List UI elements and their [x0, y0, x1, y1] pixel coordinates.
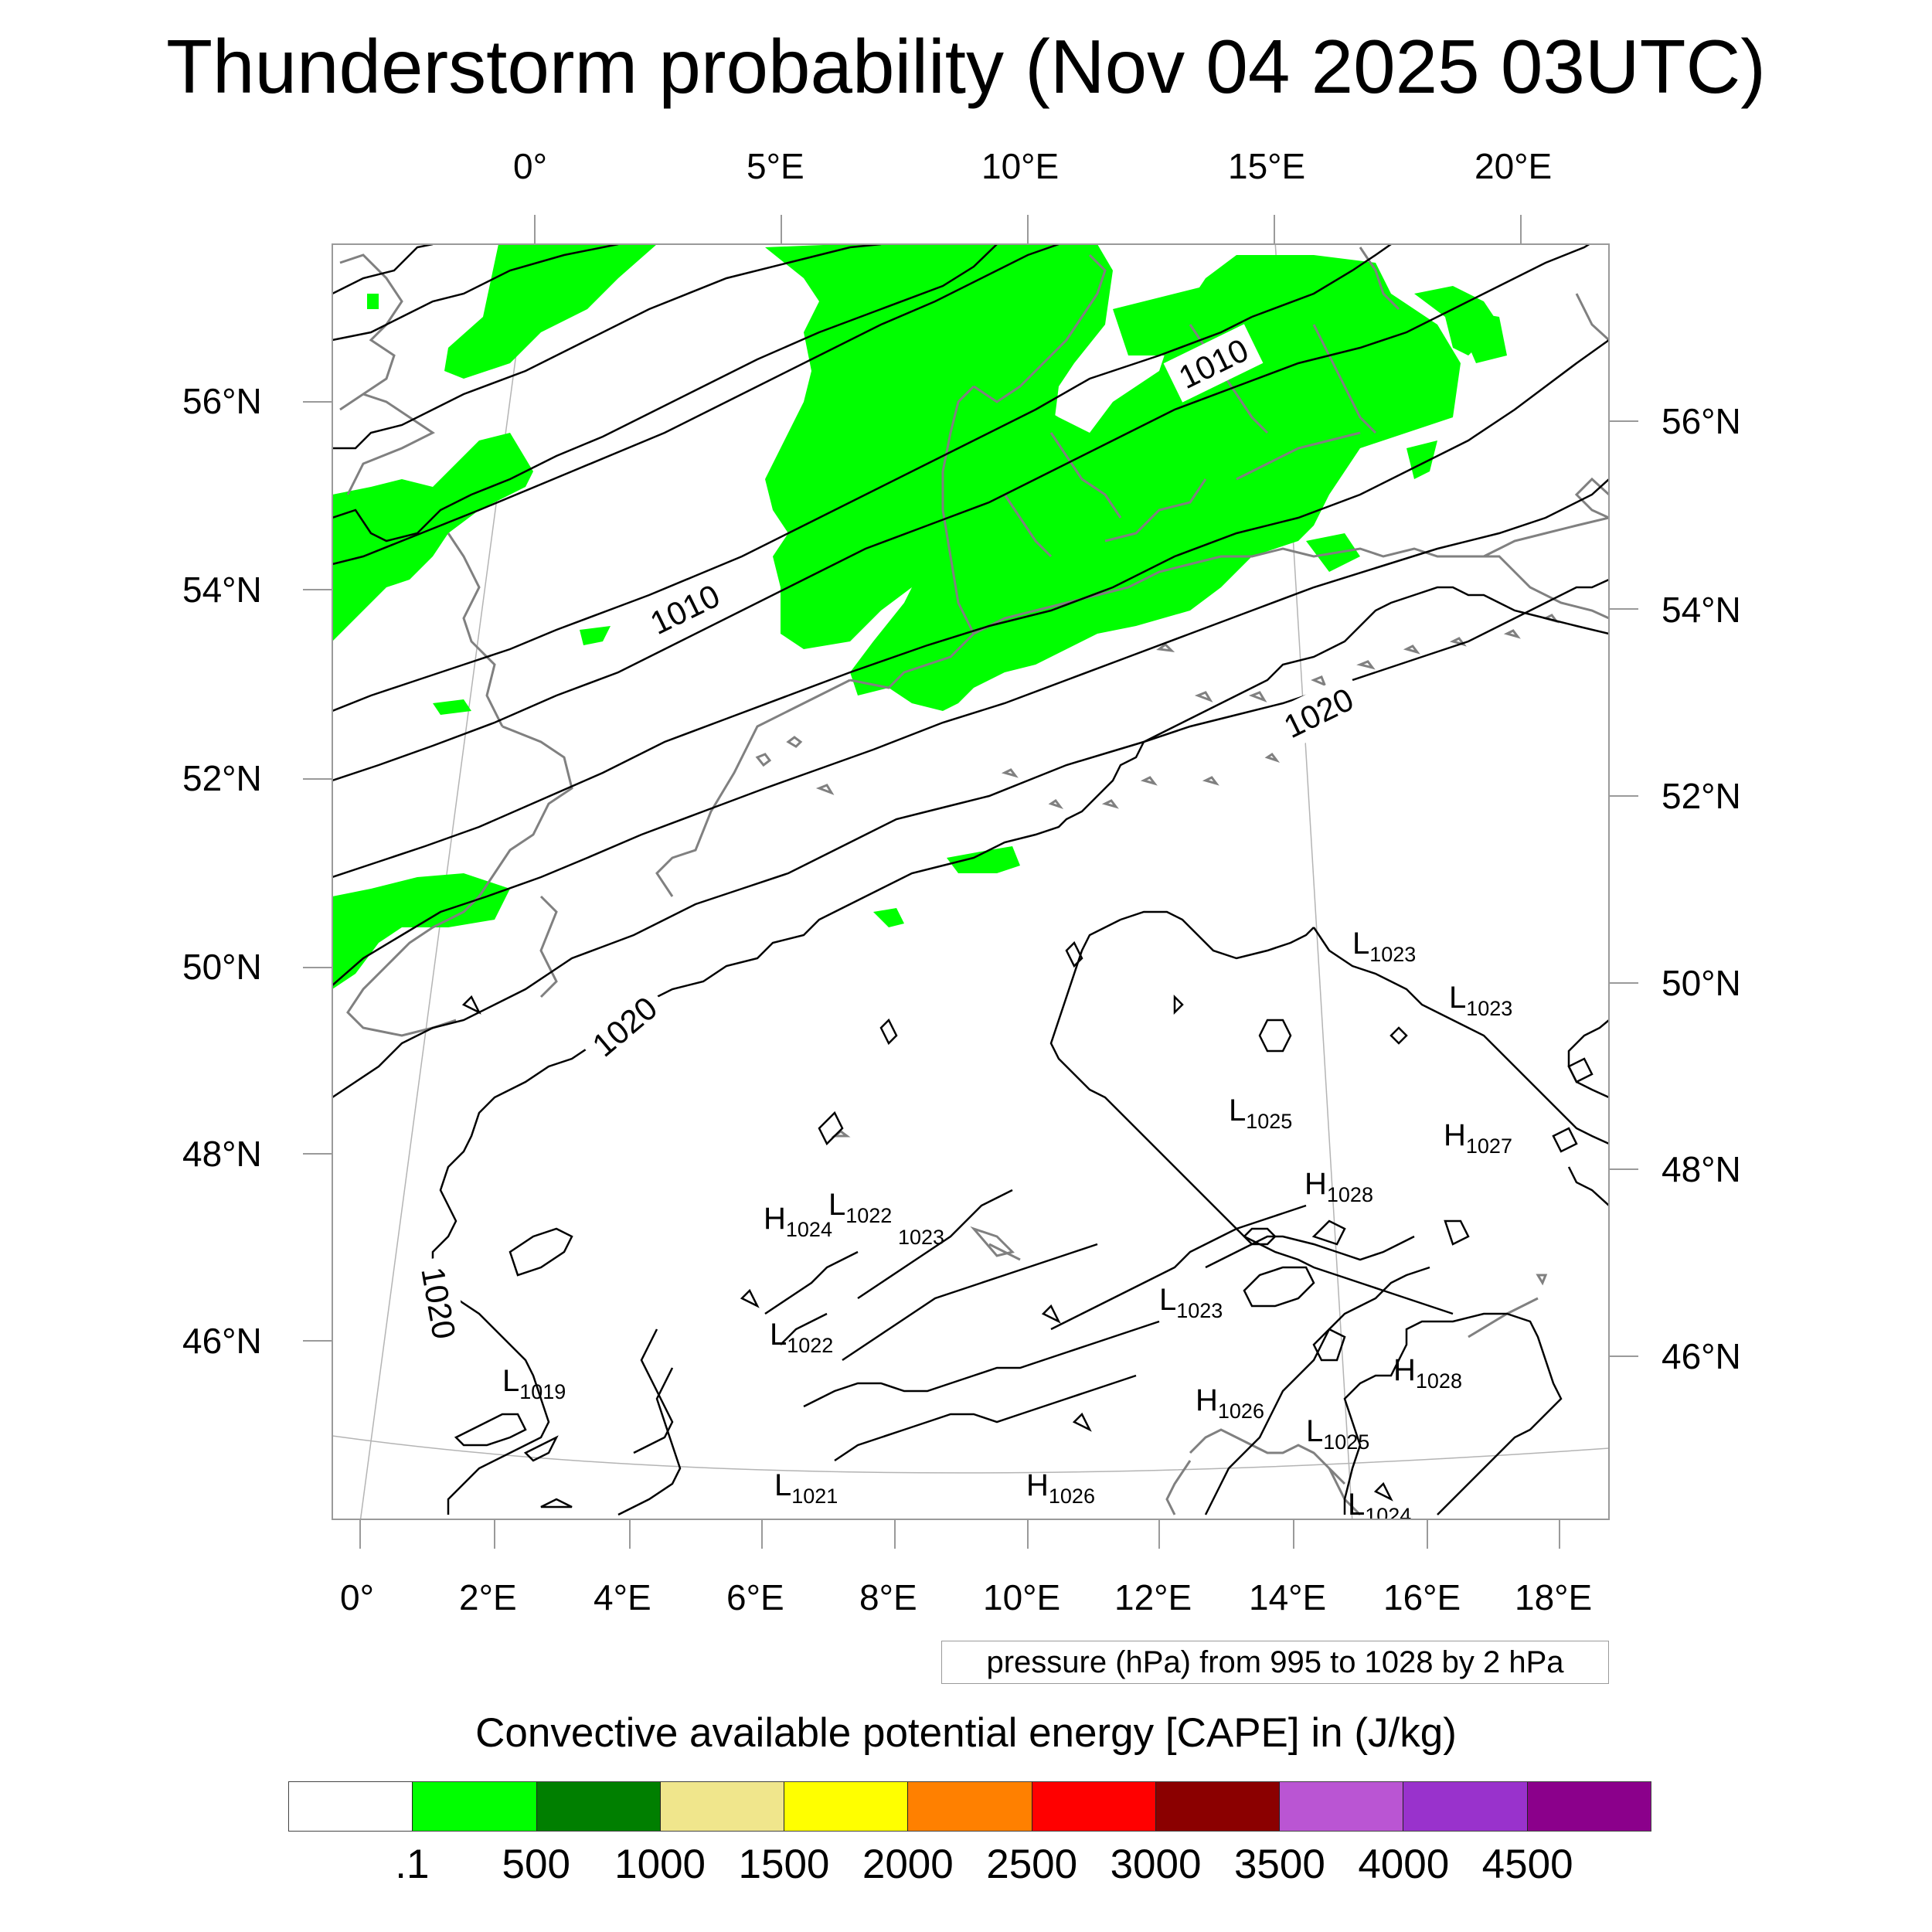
bottom-longitude-label: 4°E — [594, 1577, 651, 1617]
colorbar-swatch — [288, 1781, 413, 1832]
colorbar-tick-label: 1500 — [738, 1842, 830, 1887]
colorbar-tick-label: 2500 — [986, 1842, 1078, 1887]
pressure-center: L1025 — [1306, 1414, 1369, 1454]
page-title: Thunderstorm probability (Nov 04 2025 03… — [166, 24, 1766, 109]
colorbar-tick-label: 4500 — [1481, 1842, 1573, 1887]
bottom-longitude-label: 16°E — [1383, 1577, 1461, 1617]
tick-marks — [303, 215, 1638, 1549]
colorbar-swatch — [1403, 1781, 1528, 1832]
pressure-center: H1028 — [1304, 1167, 1373, 1206]
left-latitude-label: 56°N — [182, 381, 262, 421]
colorbar-swatch — [660, 1781, 785, 1832]
colorbar-swatch — [413, 1781, 537, 1832]
colorbar-swatch — [1527, 1781, 1651, 1832]
pressure-center: H1024 — [764, 1202, 832, 1241]
right-latitude-label: 50°N — [1662, 963, 1741, 1003]
pressure-center: H1026 — [1026, 1468, 1095, 1508]
right-latitude-label: 48°N — [1662, 1149, 1741, 1189]
pressure-center: L1023 — [1449, 981, 1512, 1020]
left-latitude-label: 48°N — [182, 1134, 262, 1174]
pressure-center: L1022 — [770, 1318, 833, 1357]
colorbar-tick-label: 4000 — [1358, 1842, 1450, 1887]
right-latitude-label: 52°N — [1662, 776, 1741, 816]
pressure-center: L1022 — [828, 1188, 892, 1227]
pressure-info-box: pressure (hPa) from 995 to 1028 by 2 hPa — [941, 1641, 1609, 1684]
isobar-labels: 1010 1010 1020 1020 1020 — [410, 324, 1369, 1351]
colorbar-swatch — [1280, 1781, 1404, 1832]
colorbar-swatch — [784, 1781, 909, 1832]
bottom-longitude-label: 2°E — [459, 1577, 517, 1617]
isobars — [332, 244, 1609, 1516]
pressure-centers: L1023 L1023 L1025 H1027 H1028 H1024 L102… — [502, 927, 1512, 1527]
colorbar-tick-label: .1 — [395, 1842, 430, 1887]
bottom-longitude-label: 10°E — [983, 1577, 1061, 1617]
lakes-and-islands — [755, 614, 1560, 1286]
pressure-center: L1023 — [1159, 1283, 1223, 1322]
right-latitude-label: 56°N — [1662, 401, 1741, 441]
pressure-center: L1023 — [1352, 927, 1416, 966]
left-latitude-label: 46°N — [182, 1321, 262, 1361]
bottom-longitude-label: 14°E — [1249, 1577, 1327, 1617]
colorbar-tick-label: 3000 — [1110, 1842, 1202, 1887]
bottom-longitude-label: 8°E — [859, 1577, 917, 1617]
pressure-center: L1025 — [1229, 1094, 1292, 1133]
top-longitude-label: 0° — [513, 146, 547, 186]
left-latitude-label: 50°N — [182, 947, 262, 987]
cape-area — [332, 244, 1507, 989]
colorbar-title: Convective available potential energy [C… — [475, 1710, 1457, 1756]
pressure-center: L1021 — [774, 1468, 838, 1508]
top-longitude-label: 15°E — [1228, 146, 1306, 186]
pressure-center: 1023 — [898, 1226, 944, 1249]
colorbar-swatch — [1155, 1781, 1281, 1832]
top-longitude-label: 20°E — [1475, 146, 1553, 186]
colorbar-tick-label: 500 — [502, 1842, 570, 1887]
left-latitude-label: 54°N — [182, 570, 262, 610]
bottom-longitude-label: 12°E — [1114, 1577, 1192, 1617]
pressure-center: L1024 — [1348, 1488, 1411, 1527]
bottom-longitude-label: 0° — [340, 1577, 374, 1617]
pressure-center: L1019 — [502, 1364, 566, 1403]
right-latitude-label: 54°N — [1662, 590, 1741, 630]
top-longitude-label: 5°E — [747, 146, 804, 186]
colorbar — [288, 1781, 1651, 1832]
colorbar-swatch — [908, 1781, 1032, 1832]
left-latitude-label: 52°N — [182, 758, 262, 798]
colorbar-tick-label: 1000 — [614, 1842, 706, 1887]
map-frame — [332, 243, 1610, 1520]
bottom-longitude-label: 18°E — [1515, 1577, 1593, 1617]
bottom-longitude-label: 6°E — [726, 1577, 784, 1617]
top-longitude-label: 10°E — [981, 146, 1060, 186]
colorbar-tick-label: 3500 — [1233, 1842, 1325, 1887]
pressure-center: H1027 — [1444, 1118, 1512, 1158]
colorbar-tick-label: 2000 — [862, 1842, 954, 1887]
colorbar-swatch — [1032, 1781, 1156, 1832]
pressure-center: H1026 — [1196, 1383, 1264, 1423]
colorbar-swatch — [536, 1781, 661, 1832]
pressure-center: H1028 — [1393, 1353, 1462, 1393]
right-latitude-label: 46°N — [1662, 1336, 1741, 1376]
